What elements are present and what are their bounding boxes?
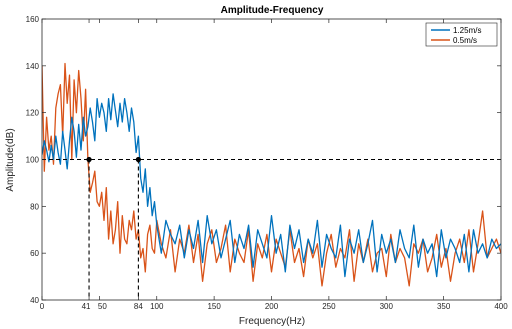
y-tick-label: 140 <box>26 62 40 71</box>
x-tick-label: 250 <box>322 302 336 311</box>
ticks-layer: 0 41 50 84 100 150 200 250 300 350 400 40 60 80 100 120… <box>26 15 509 311</box>
y-tick-label: 60 <box>30 249 39 258</box>
x-tick-label: 84 <box>134 302 143 311</box>
x-tick-label: 400 <box>494 302 508 311</box>
series-layer <box>42 62 501 287</box>
y-tick-label: 160 <box>26 15 40 24</box>
marker-point-2 <box>135 156 141 163</box>
legend-label-series-2: 0.5m/s <box>453 36 477 45</box>
chart-title: Amplitude-Frequency <box>221 5 324 16</box>
x-tick-label: 41 <box>82 302 91 311</box>
y-tick-label: 40 <box>30 296 39 305</box>
x-tick-label: 300 <box>380 302 394 311</box>
y-tick-label: 100 <box>26 156 40 165</box>
y-tick-label: 80 <box>30 202 39 211</box>
series-line-1 <box>42 93 501 278</box>
x-axis-label: Frequency(Hz) <box>239 316 305 327</box>
reference-layer <box>42 156 501 300</box>
x-tick-label: 350 <box>437 302 451 311</box>
marker-point-1 <box>86 156 92 163</box>
y-axis-label: Amplitude(dB) <box>5 128 16 191</box>
x-tick-label: 200 <box>265 302 279 311</box>
x-tick-label: 0 <box>40 302 45 311</box>
series-line-2 <box>42 62 501 287</box>
legend: 1.25m/s 0.5m/s <box>425 22 498 47</box>
x-tick-label: 50 <box>98 302 107 311</box>
x-tick-label: 100 <box>150 302 164 311</box>
y-tick-label: 120 <box>26 109 40 118</box>
legend-label-series-1: 1.25m/s <box>453 26 481 35</box>
x-tick-label: 150 <box>207 302 221 311</box>
